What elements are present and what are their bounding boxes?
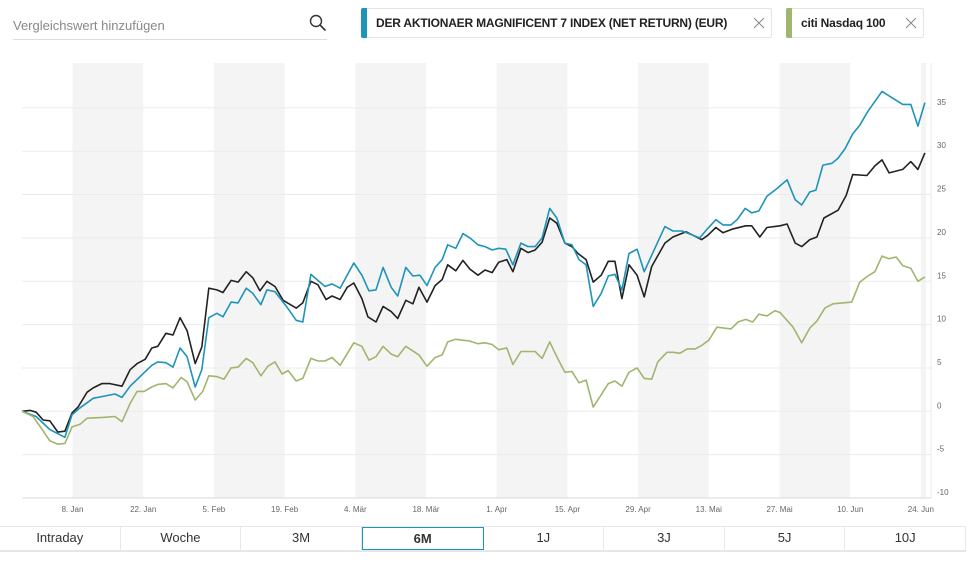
compare-search-input[interactable] — [13, 18, 293, 33]
x-tick-label: 29. Apr — [625, 505, 651, 514]
legend-chip-magnificent-7: DER AKTIONAER MAGNIFICENT 7 INDEX (NET R… — [361, 8, 772, 38]
remove-close-icon[interactable] — [753, 17, 765, 29]
x-tick-label: 10. Jun — [837, 505, 863, 514]
x-axis-labels: 8. Jan 22. Jan 5. Feb 19. Feb 4. Mär 18. Mär 1… — [62, 505, 934, 514]
tab-1j[interactable]: 1J — [484, 527, 605, 550]
performance-chart: -10 -5 0 5 10 15 20 25 30 35 8. Jan 22. Jan 5. Feb 1… — [21, 63, 949, 514]
time-range-tabs: Intraday Woche 3M 6M 1J 3J 5J 10J — [0, 526, 966, 552]
legend-label: DER AKTIONAER MAGNIFICENT 7 INDEX (NET R… — [376, 16, 728, 30]
y-tick-label: 20 — [937, 228, 946, 237]
x-tick-label: 18. Mär — [412, 505, 439, 514]
search-icon[interactable] — [309, 14, 327, 32]
tab-3j[interactable]: 3J — [604, 527, 725, 550]
week-band — [496, 63, 568, 498]
x-tick-label: 27. Mai — [766, 505, 792, 514]
tab-10j[interactable]: 10J — [845, 527, 966, 550]
y-tick-label: 15 — [937, 271, 946, 280]
series-line — [21, 90, 926, 439]
y-tick-label: -5 — [937, 445, 945, 454]
legend-color-swatch — [786, 8, 792, 38]
y-tick-label: 10 — [937, 315, 946, 324]
y-axis-labels: -10 -5 0 5 10 15 20 25 30 35 — [937, 98, 949, 497]
remove-close-icon[interactable] — [905, 17, 917, 29]
week-band — [638, 63, 709, 498]
week-band — [72, 63, 144, 498]
legend-color-swatch — [361, 8, 367, 38]
x-tick-label: 5. Feb — [203, 505, 226, 514]
series-lines — [21, 90, 926, 445]
legend-label: citi Nasdaq 100 — [801, 16, 886, 30]
week-bands — [72, 63, 926, 498]
y-tick-label: 25 — [937, 185, 946, 194]
x-tick-label: 24. Jun — [908, 505, 934, 514]
tab-6m[interactable]: 6M — [361, 527, 484, 550]
series-line — [21, 152, 926, 433]
week-band — [355, 63, 426, 498]
x-tick-label: 22. Jan — [130, 505, 156, 514]
tab-week[interactable]: Woche — [121, 527, 242, 550]
series-line — [21, 255, 926, 445]
x-tick-label: 13. Mai — [696, 505, 722, 514]
tab-5j[interactable]: 5J — [725, 527, 846, 550]
compare-search[interactable] — [13, 8, 327, 40]
y-tick-label: 35 — [937, 98, 946, 107]
tab-intraday[interactable]: Intraday — [0, 527, 121, 550]
x-tick-label: 15. Apr — [555, 505, 581, 514]
y-tick-label: -10 — [937, 488, 949, 497]
week-band — [920, 63, 926, 498]
week-band — [779, 63, 851, 498]
y-tick-label: 30 — [937, 141, 946, 150]
x-tick-label: 4. Mär — [344, 505, 367, 514]
x-tick-label: 19. Feb — [271, 505, 299, 514]
week-band — [213, 63, 285, 498]
legend-chip-nasdaq-100: citi Nasdaq 100 — [786, 8, 924, 38]
y-tick-label: 0 — [937, 401, 942, 410]
tab-3m[interactable]: 3M — [241, 527, 362, 550]
gridlines — [22, 63, 932, 499]
x-tick-label: 1. Apr — [486, 505, 507, 514]
x-tick-label: 8. Jan — [62, 505, 84, 514]
y-tick-label: 5 — [937, 358, 942, 367]
